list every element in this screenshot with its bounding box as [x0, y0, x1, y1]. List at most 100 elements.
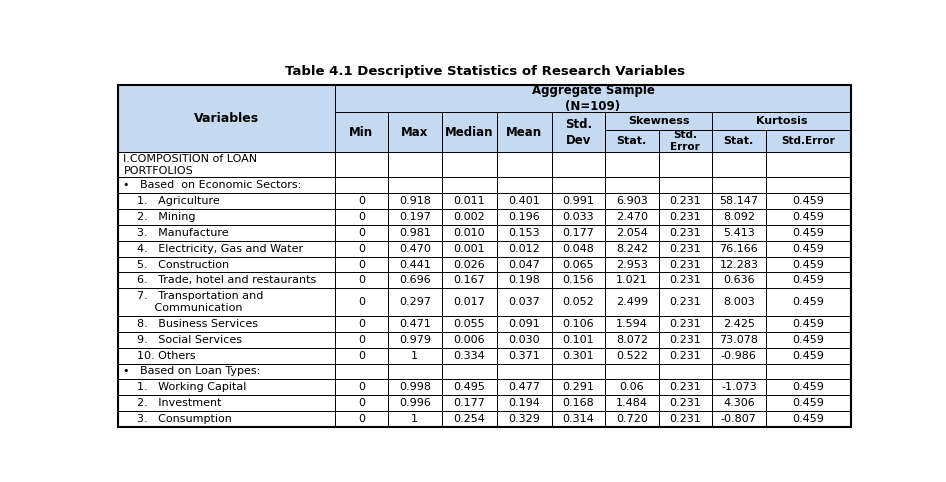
Bar [712, 395, 765, 411]
Bar [765, 130, 851, 152]
Text: 0.720: 0.720 [616, 414, 648, 424]
Text: 0.231: 0.231 [670, 297, 701, 307]
Text: 0.011: 0.011 [453, 196, 485, 206]
Bar [658, 316, 712, 332]
Text: 0.477: 0.477 [508, 382, 540, 392]
Bar [335, 348, 388, 363]
Bar [335, 395, 388, 411]
Text: 0.231: 0.231 [670, 414, 701, 424]
Bar [712, 241, 765, 256]
Bar [335, 272, 388, 288]
Bar [765, 209, 851, 225]
Text: Min: Min [349, 126, 374, 139]
Bar [605, 209, 658, 225]
Text: 0.254: 0.254 [453, 414, 485, 424]
Text: 0.329: 0.329 [508, 414, 540, 424]
Bar [765, 379, 851, 395]
Bar [605, 363, 658, 379]
Text: 0.177: 0.177 [453, 398, 485, 408]
Bar [442, 112, 497, 152]
Text: 5.   Construction: 5. Construction [123, 259, 230, 269]
Text: 0.696: 0.696 [399, 275, 430, 285]
Bar [442, 332, 497, 348]
Bar [605, 256, 658, 272]
Text: Kurtosis: Kurtosis [756, 116, 808, 126]
Bar [765, 225, 851, 241]
Text: -0.807: -0.807 [721, 414, 757, 424]
Bar [118, 177, 335, 193]
Text: 10. Others: 10. Others [123, 350, 196, 361]
Bar [442, 241, 497, 256]
Bar [497, 395, 552, 411]
Text: 0.017: 0.017 [453, 297, 485, 307]
Text: 1.   Agriculture: 1. Agriculture [123, 196, 220, 206]
Bar [658, 241, 712, 256]
Bar [552, 395, 605, 411]
Bar [765, 112, 851, 152]
Bar [712, 130, 765, 152]
Bar [765, 288, 851, 316]
Text: Std.
Dev: Std. Dev [565, 118, 592, 147]
Bar [497, 112, 552, 152]
Text: 0.297: 0.297 [399, 297, 430, 307]
Bar [335, 225, 388, 241]
Bar [605, 395, 658, 411]
Text: -0.986: -0.986 [721, 350, 757, 361]
Bar [552, 363, 605, 379]
Bar [442, 363, 497, 379]
Bar [388, 112, 442, 152]
Bar [497, 348, 552, 363]
Bar [765, 348, 851, 363]
Text: 0.495: 0.495 [453, 382, 485, 392]
Bar [497, 112, 552, 152]
Text: 0.048: 0.048 [562, 243, 594, 254]
Bar [605, 152, 658, 177]
Bar [765, 332, 851, 348]
Text: 0.314: 0.314 [563, 414, 594, 424]
Bar [388, 379, 442, 395]
Bar [335, 332, 388, 348]
Text: 0.055: 0.055 [453, 319, 485, 329]
Bar [605, 332, 658, 348]
Text: 0.998: 0.998 [399, 382, 430, 392]
Bar [497, 177, 552, 193]
Bar [442, 316, 497, 332]
Bar [712, 332, 765, 348]
Bar [497, 332, 552, 348]
Bar [712, 177, 765, 193]
Bar [118, 256, 335, 272]
Text: 0.231: 0.231 [670, 228, 701, 238]
Bar [765, 272, 851, 288]
Text: 8.003: 8.003 [723, 297, 755, 307]
Bar [658, 363, 712, 379]
Bar [765, 241, 851, 256]
Text: 0: 0 [358, 335, 365, 345]
Text: 0.231: 0.231 [670, 212, 701, 222]
Bar [335, 363, 388, 379]
Text: 0: 0 [358, 398, 365, 408]
Text: 76.166: 76.166 [720, 243, 759, 254]
Bar [497, 379, 552, 395]
Bar [658, 395, 712, 411]
Bar [765, 316, 851, 332]
Text: 0.231: 0.231 [670, 319, 701, 329]
Bar [658, 130, 712, 152]
Text: 0.167: 0.167 [453, 275, 485, 285]
Bar [765, 193, 851, 209]
Text: 0.459: 0.459 [793, 259, 825, 269]
Text: 0.459: 0.459 [793, 319, 825, 329]
Text: 2.   Investment: 2. Investment [123, 398, 222, 408]
Text: 0.052: 0.052 [563, 297, 594, 307]
Bar [497, 272, 552, 288]
Bar [712, 112, 765, 152]
Bar [497, 225, 552, 241]
Bar [118, 395, 335, 411]
Bar [765, 256, 851, 272]
Bar [605, 112, 712, 130]
Bar [442, 256, 497, 272]
Bar [552, 348, 605, 363]
Text: 0.231: 0.231 [670, 335, 701, 345]
Bar [658, 379, 712, 395]
Bar [388, 395, 442, 411]
Bar [712, 316, 765, 332]
